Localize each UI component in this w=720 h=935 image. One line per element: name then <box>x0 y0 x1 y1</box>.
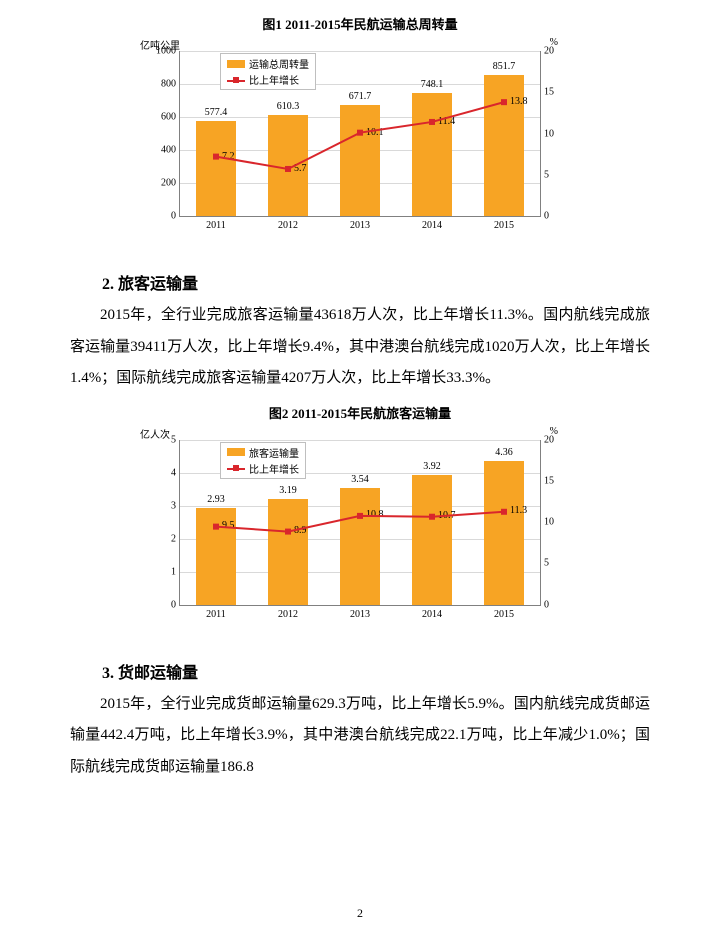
section2-heading: 2. 旅客运输量 <box>70 270 650 294</box>
legend-label: 旅客运输量 <box>249 445 299 460</box>
x-tick-label: 2015 <box>494 216 514 231</box>
legend-line-swatch <box>227 75 245 85</box>
x-tick-label: 2011 <box>206 605 226 620</box>
chart1-title: 图1 2011-2015年民航运输总周转量 <box>70 14 650 33</box>
y-left-unit: 亿人次 <box>140 426 170 441</box>
x-tick-label: 2013 <box>350 216 370 231</box>
x-tick-label: 2014 <box>422 216 442 231</box>
legend-item: 运输总周转量 <box>227 56 309 71</box>
x-tick-label: 2014 <box>422 605 442 620</box>
legend-bar-swatch <box>227 60 245 68</box>
y-right-tick: 0 <box>540 599 549 610</box>
y-left-tick: 0 <box>171 211 180 222</box>
chart1: 亿吨公里%运输总周转量比上年增长020040060080010000510152… <box>135 37 585 252</box>
y-right-tick: 15 <box>540 87 554 98</box>
y-left-tick: 5 <box>171 434 180 445</box>
legend-item: 旅客运输量 <box>227 445 299 460</box>
y-right-tick: 5 <box>540 558 549 569</box>
y-left-tick: 800 <box>161 79 180 90</box>
y-left-tick: 3 <box>171 500 180 511</box>
y-right-tick: 0 <box>540 211 549 222</box>
y-left-tick: 1 <box>171 566 180 577</box>
legend-item: 比上年增长 <box>227 72 309 87</box>
y-left-tick: 200 <box>161 178 180 189</box>
legend-label: 比上年增长 <box>249 72 299 87</box>
x-tick-label: 2013 <box>350 605 370 620</box>
y-left-tick: 0 <box>171 599 180 610</box>
x-tick-label: 2012 <box>278 605 298 620</box>
section3-paragraph: 2015年，全行业完成货邮运输量629.3万吨，比上年增长5.9%。国内航线完成… <box>70 689 650 784</box>
legend-label: 运输总周转量 <box>249 56 309 71</box>
chart-plot: 亿吨公里%运输总周转量比上年增长020040060080010000510152… <box>179 51 541 217</box>
y-left-tick: 4 <box>171 467 180 478</box>
x-tick-label: 2012 <box>278 216 298 231</box>
legend-bar-swatch <box>227 448 245 456</box>
y-right-tick: 20 <box>540 46 554 57</box>
chart-legend: 旅客运输量比上年增长 <box>220 442 306 479</box>
legend-item: 比上年增长 <box>227 461 299 476</box>
chart2-title: 图2 2011-2015年民航旅客运输量 <box>70 403 650 422</box>
legend-line-swatch <box>227 463 245 473</box>
y-left-tick: 400 <box>161 145 180 156</box>
page-number: 2 <box>0 906 720 921</box>
chart-legend: 运输总周转量比上年增长 <box>220 53 316 90</box>
chart-plot: 亿人次%旅客运输量比上年增长012345051015202.9320113.19… <box>179 440 541 606</box>
y-right-tick: 10 <box>540 517 554 528</box>
legend-label: 比上年增长 <box>249 461 299 476</box>
y-right-tick: 10 <box>540 128 554 139</box>
section2-paragraph: 2015年，全行业完成旅客运输量43618万人次，比上年增长11.3%。国内航线… <box>70 300 650 395</box>
x-tick-label: 2011 <box>206 216 226 231</box>
chart2: 亿人次%旅客运输量比上年增长012345051015202.9320113.19… <box>135 426 585 641</box>
document-page: 图1 2011-2015年民航运输总周转量 亿吨公里%运输总周转量比上年增长02… <box>0 0 720 935</box>
section3-heading: 3. 货邮运输量 <box>70 659 650 683</box>
x-tick-label: 2015 <box>494 605 514 620</box>
y-right-tick: 15 <box>540 475 554 486</box>
y-right-tick: 20 <box>540 434 554 445</box>
y-right-tick: 5 <box>540 169 549 180</box>
y-left-tick: 600 <box>161 112 180 123</box>
y-left-tick: 2 <box>171 533 180 544</box>
y-left-tick: 1000 <box>156 46 180 57</box>
